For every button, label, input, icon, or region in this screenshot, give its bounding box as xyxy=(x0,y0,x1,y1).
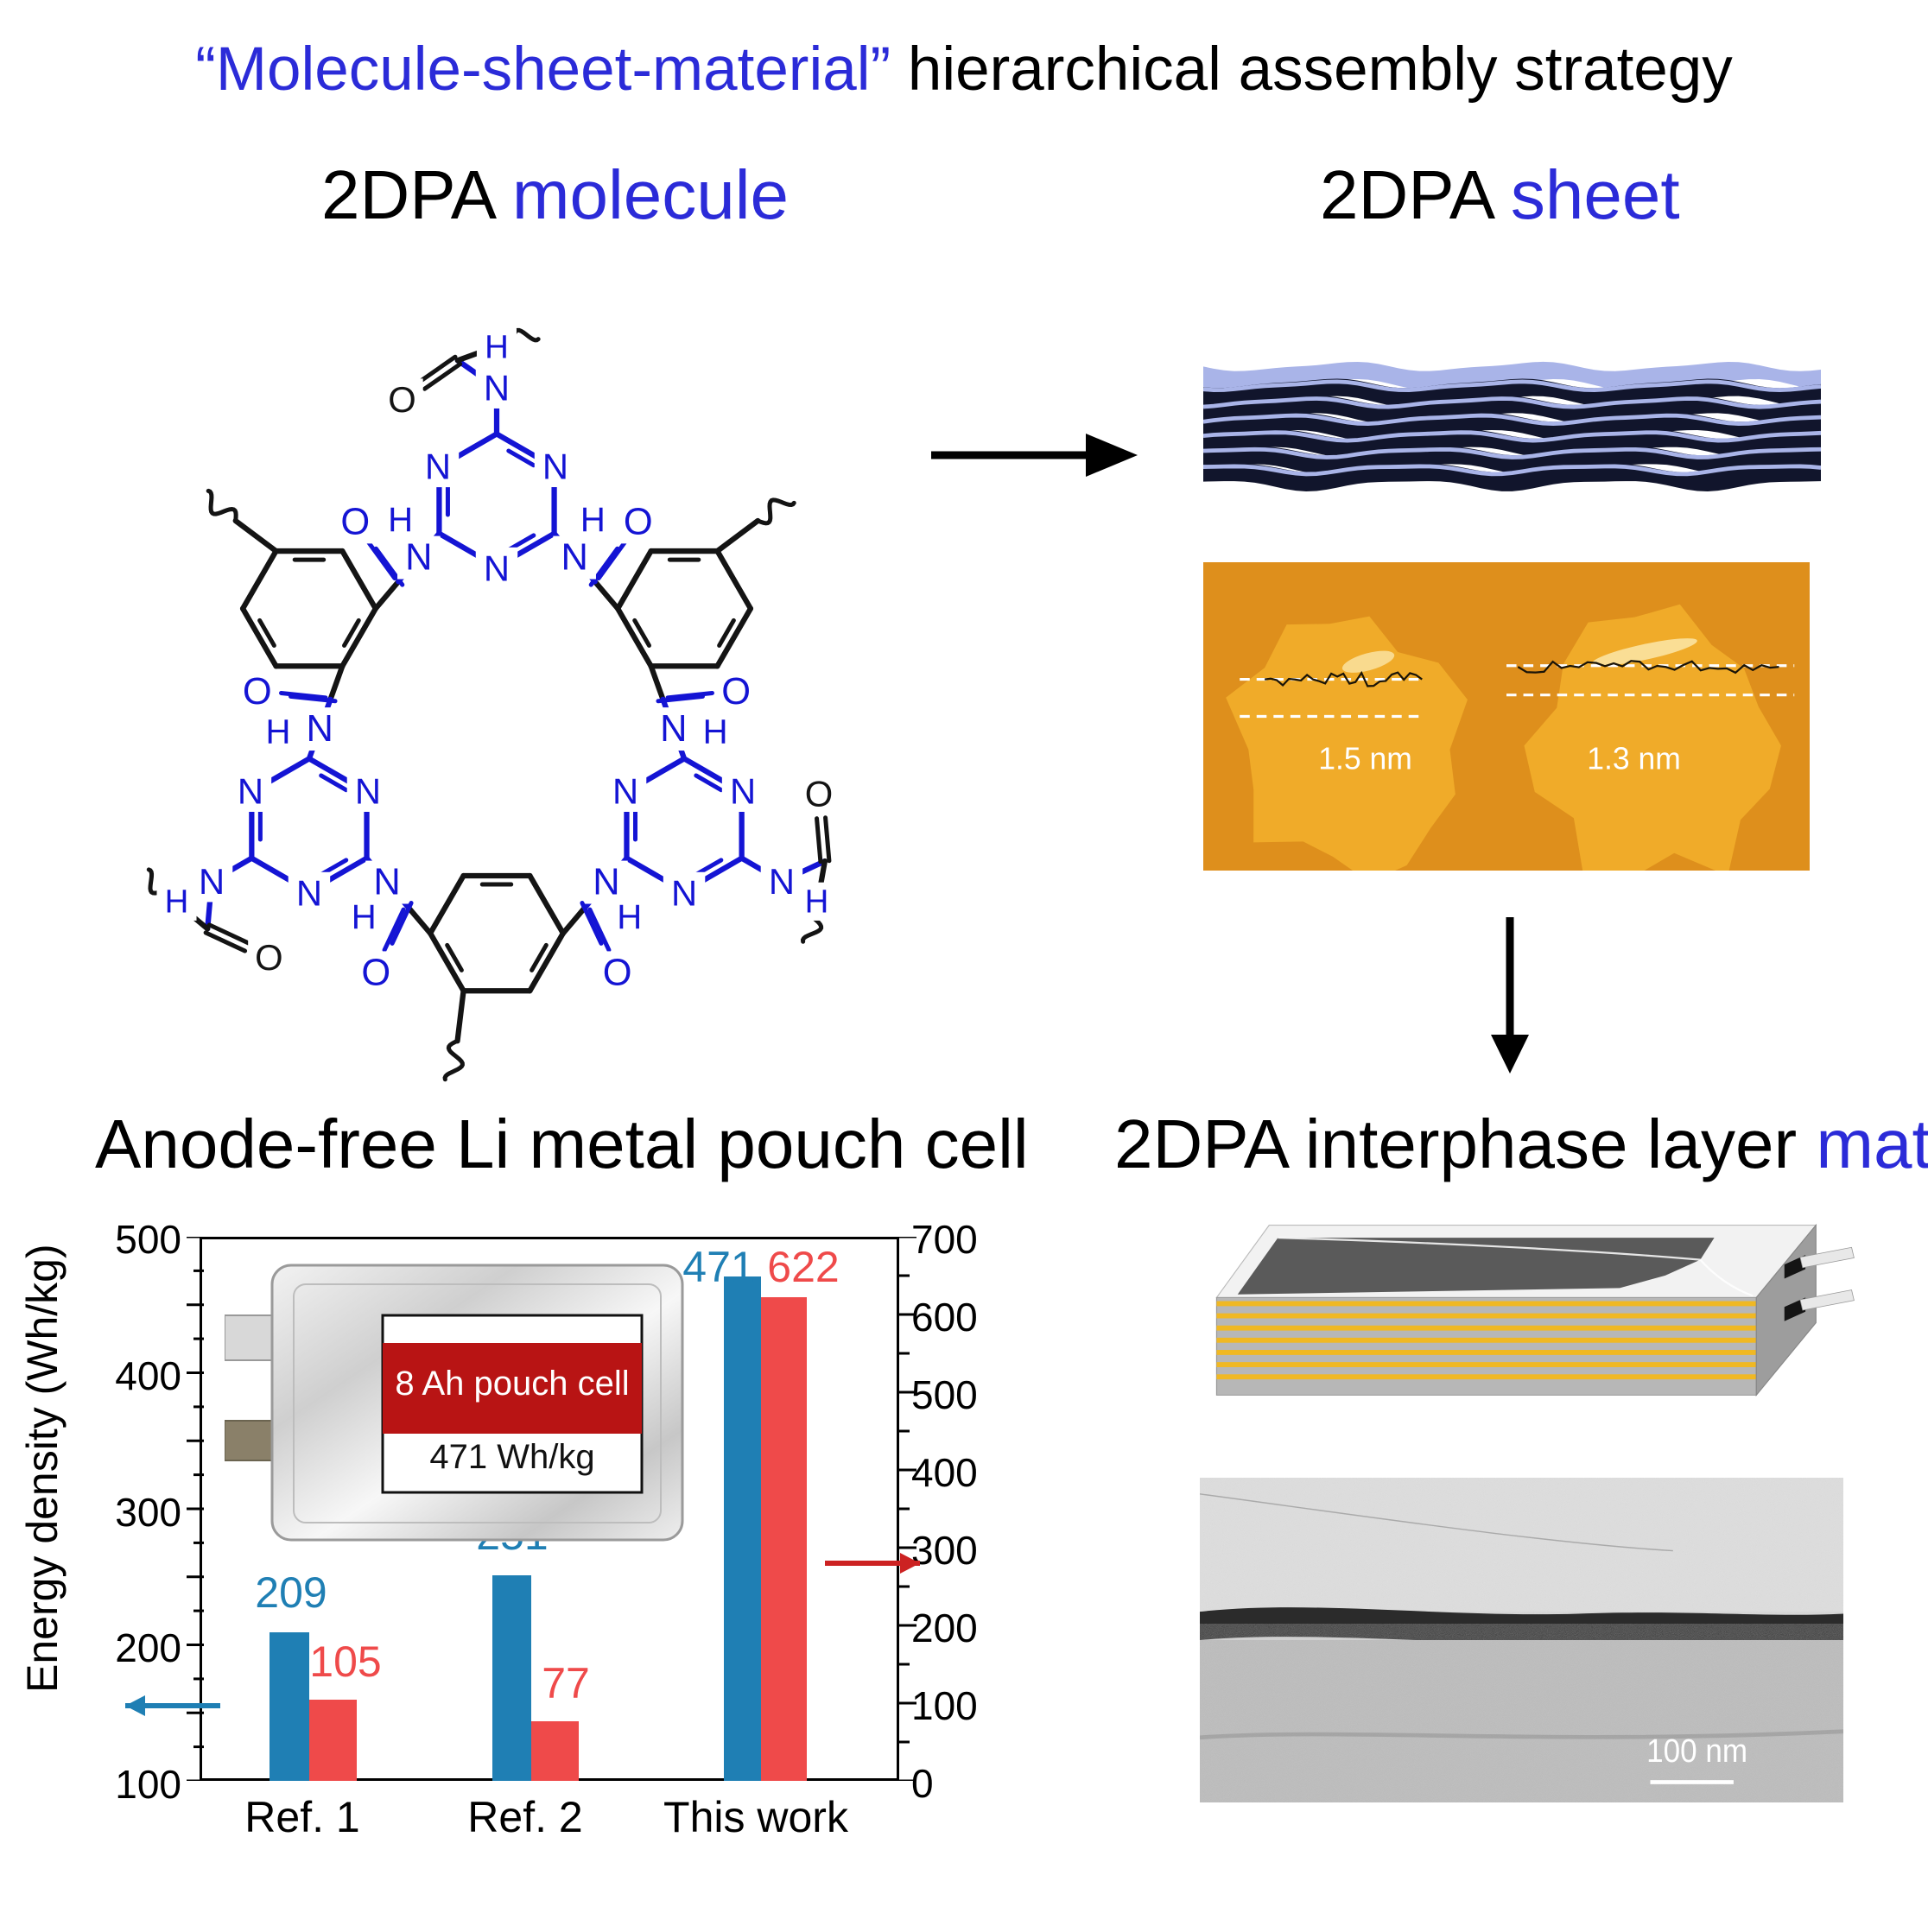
svg-text:471 Wh/kg: 471 Wh/kg xyxy=(429,1438,594,1476)
svg-text:N: N xyxy=(425,447,451,487)
svg-text:N: N xyxy=(484,548,510,588)
svg-text:H: H xyxy=(165,883,189,920)
svg-text:N: N xyxy=(660,708,687,750)
svg-text:N: N xyxy=(238,771,263,812)
svg-text:N: N xyxy=(355,771,381,812)
svg-text:N: N xyxy=(730,771,756,812)
svg-text:O: O xyxy=(721,671,751,713)
svg-text:H: H xyxy=(805,883,829,920)
svg-text:N: N xyxy=(307,708,333,750)
svg-text:N: N xyxy=(405,537,432,579)
svg-text:H: H xyxy=(265,713,290,751)
svg-text:N: N xyxy=(593,862,619,903)
svg-text:O: O xyxy=(255,937,283,978)
svg-text:N: N xyxy=(484,367,510,408)
svg-text:O: O xyxy=(603,952,632,993)
svg-text:O: O xyxy=(805,773,834,814)
svg-text:N: N xyxy=(671,872,697,913)
svg-text:N: N xyxy=(769,861,795,902)
svg-text:H: H xyxy=(703,713,728,751)
svg-text:N: N xyxy=(612,771,638,812)
svg-text:H: H xyxy=(388,501,413,539)
svg-text:O: O xyxy=(361,952,390,993)
svg-text:H: H xyxy=(485,329,509,366)
svg-text:O: O xyxy=(624,501,653,542)
svg-text:N: N xyxy=(561,537,587,579)
svg-text:N: N xyxy=(199,861,225,902)
svg-text:O: O xyxy=(340,501,370,542)
svg-text:N: N xyxy=(542,447,568,487)
svg-text:O: O xyxy=(388,379,415,420)
svg-text:8 Ah pouch cell: 8 Ah pouch cell xyxy=(395,1365,629,1403)
svg-text:1.5 nm: 1.5 nm xyxy=(1318,741,1412,776)
svg-text:O: O xyxy=(243,671,272,713)
svg-text:H: H xyxy=(580,501,606,539)
svg-text:N: N xyxy=(373,862,400,903)
svg-text:1.3 nm: 1.3 nm xyxy=(1587,741,1681,776)
svg-text:N: N xyxy=(296,872,322,913)
svg-text:100 nm: 100 nm xyxy=(1646,1732,1747,1769)
